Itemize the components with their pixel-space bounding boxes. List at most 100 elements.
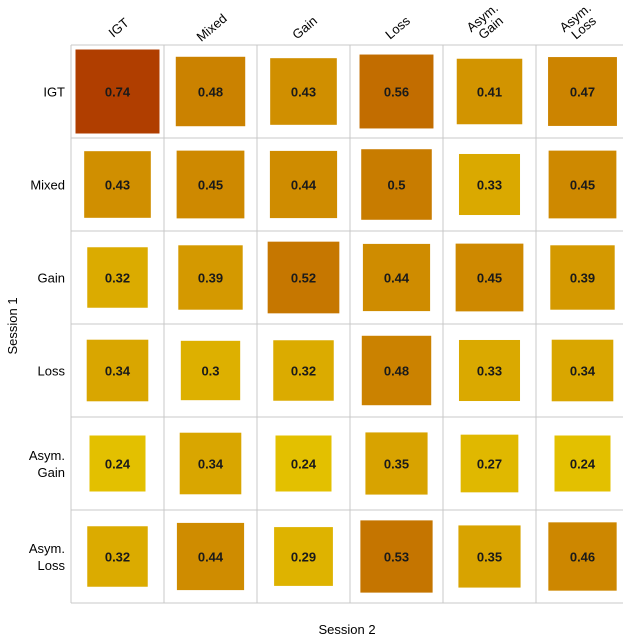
y-tick-label-line: Loss (38, 364, 66, 379)
grid-lines (70, 44, 623, 604)
cell-value-label: 0.44 (384, 271, 410, 286)
heatmap-cell (180, 340, 241, 401)
cell-value-label: 0.32 (291, 364, 316, 379)
cell-value-label: 0.46 (570, 550, 595, 565)
cell-value-label: 0.3 (201, 364, 219, 379)
cell-value-label: 0.41 (477, 85, 502, 100)
heatmap-cell (458, 153, 521, 216)
x-tick-label-line: Gain (289, 13, 320, 42)
cell-value-label: 0.34 (198, 457, 224, 472)
heatmap-cell (548, 57, 617, 126)
cell-value-label: 0.34 (105, 364, 131, 379)
heatmap-cell (456, 58, 523, 125)
heatmap-cell (548, 522, 617, 591)
heatmap-cell (89, 435, 146, 492)
y-tick-label-line: Loss (38, 558, 66, 573)
cell-value-label: 0.32 (105, 550, 130, 565)
heatmap-cell (359, 54, 434, 129)
x-tick-label: Asym.Gain (464, 0, 506, 42)
heatmap-cells: 0.74 0.48 0.43 0.56 0.41 0.47 0.43 0.45 0.44 0.5 0… (75, 49, 617, 593)
y-tick-label: Gain (38, 271, 65, 286)
y-tick-label: Asym. Loss (29, 541, 66, 573)
cell-value-label: 0.56 (384, 85, 409, 100)
cell-value-label: 0.24 (105, 457, 131, 472)
y-tick-label-line: Gain (38, 271, 65, 286)
y-axis-label: Session 1 (5, 297, 20, 354)
heatmap-cell (458, 339, 521, 402)
x-tick-label-line: Mixed (194, 11, 230, 45)
x-tick-label: Gain (289, 13, 320, 42)
cell-value-label: 0.34 (570, 364, 596, 379)
heatmap-cell (458, 525, 521, 588)
cell-value-label: 0.45 (477, 271, 502, 286)
cell-value-label: 0.24 (291, 457, 317, 472)
heatmap-cell (550, 245, 615, 310)
heatmap-cell (178, 245, 243, 310)
cell-value-label: 0.52 (291, 271, 316, 286)
heatmap-cell (360, 520, 433, 593)
heatmap-cell (548, 150, 617, 219)
cell-value-label: 0.29 (291, 550, 316, 565)
heatmap-cell (269, 150, 338, 219)
heatmap-cell (75, 49, 160, 134)
heatmap-cell (551, 339, 614, 402)
cell-value-label: 0.53 (384, 550, 409, 565)
y-tick-labels: IGT Mixed Gain Loss Asym. Gain Asym. Loss (29, 85, 66, 574)
cell-value-label: 0.35 (384, 457, 409, 472)
x-tick-labels: IGT Mixed Gain Loss Asym.Gain Asym.Loss (105, 0, 600, 45)
y-tick-label-line: Mixed (30, 178, 65, 193)
cell-value-label: 0.45 (198, 178, 223, 193)
cell-value-label: 0.44 (291, 178, 317, 193)
cell-value-label: 0.5 (387, 178, 405, 193)
heatmap-cell (179, 432, 242, 495)
heatmap-cell (274, 527, 333, 586)
cell-value-label: 0.44 (198, 550, 224, 565)
heatmap-cell (270, 58, 337, 125)
heatmap-cell (267, 241, 340, 314)
heatmap-cell (554, 435, 611, 492)
heatmap-cell (361, 149, 432, 220)
cell-value-label: 0.24 (570, 457, 596, 472)
x-tick-label: IGT (105, 15, 131, 40)
cell-value-label: 0.48 (198, 85, 223, 100)
cell-value-label: 0.33 (477, 364, 502, 379)
y-tick-label: Mixed (30, 178, 65, 193)
y-tick-label: Loss (38, 364, 66, 379)
x-tick-label-line: Loss (382, 13, 413, 42)
cell-value-label: 0.32 (105, 271, 130, 286)
x-tick-label: Asym.Loss (557, 0, 600, 42)
y-tick-label-line: Asym. (29, 448, 65, 463)
cell-value-label: 0.39 (198, 271, 223, 286)
y-tick-label: Asym. Gain (29, 448, 65, 480)
cell-value-label: 0.74 (105, 85, 131, 100)
y-tick-label: IGT (43, 85, 65, 100)
heatmap-cell (176, 522, 245, 591)
heatmap-cell (275, 435, 332, 492)
heatmap-cell (84, 151, 151, 218)
cell-value-label: 0.35 (477, 550, 502, 565)
heatmap-cell (361, 335, 432, 406)
cell-value-label: 0.27 (477, 457, 502, 472)
heatmap-cell (365, 432, 428, 495)
cell-value-label: 0.33 (477, 178, 502, 193)
heatmap-cell (86, 339, 149, 402)
heatmap-cell (87, 526, 148, 587)
cell-value-label: 0.39 (570, 271, 595, 286)
heatmap-cell (175, 56, 246, 127)
heatmap-cell (273, 340, 334, 401)
x-tick-label-line: IGT (105, 15, 131, 40)
cell-value-label: 0.47 (570, 85, 595, 100)
y-tick-label-line: Gain (38, 465, 65, 480)
cell-value-label: 0.43 (291, 85, 316, 100)
y-tick-label-line: IGT (43, 85, 65, 100)
cell-value-label: 0.48 (384, 364, 409, 379)
x-tick-label: Mixed (194, 11, 230, 45)
cell-value-label: 0.45 (570, 178, 595, 193)
x-axis-label: Session 2 (318, 622, 375, 637)
cell-value-label: 0.43 (105, 178, 130, 193)
x-tick-label: Loss (382, 13, 413, 42)
heatmap-cell (87, 247, 148, 308)
y-tick-label-line: Asym. (29, 541, 65, 556)
heatmap-cell (176, 150, 245, 219)
